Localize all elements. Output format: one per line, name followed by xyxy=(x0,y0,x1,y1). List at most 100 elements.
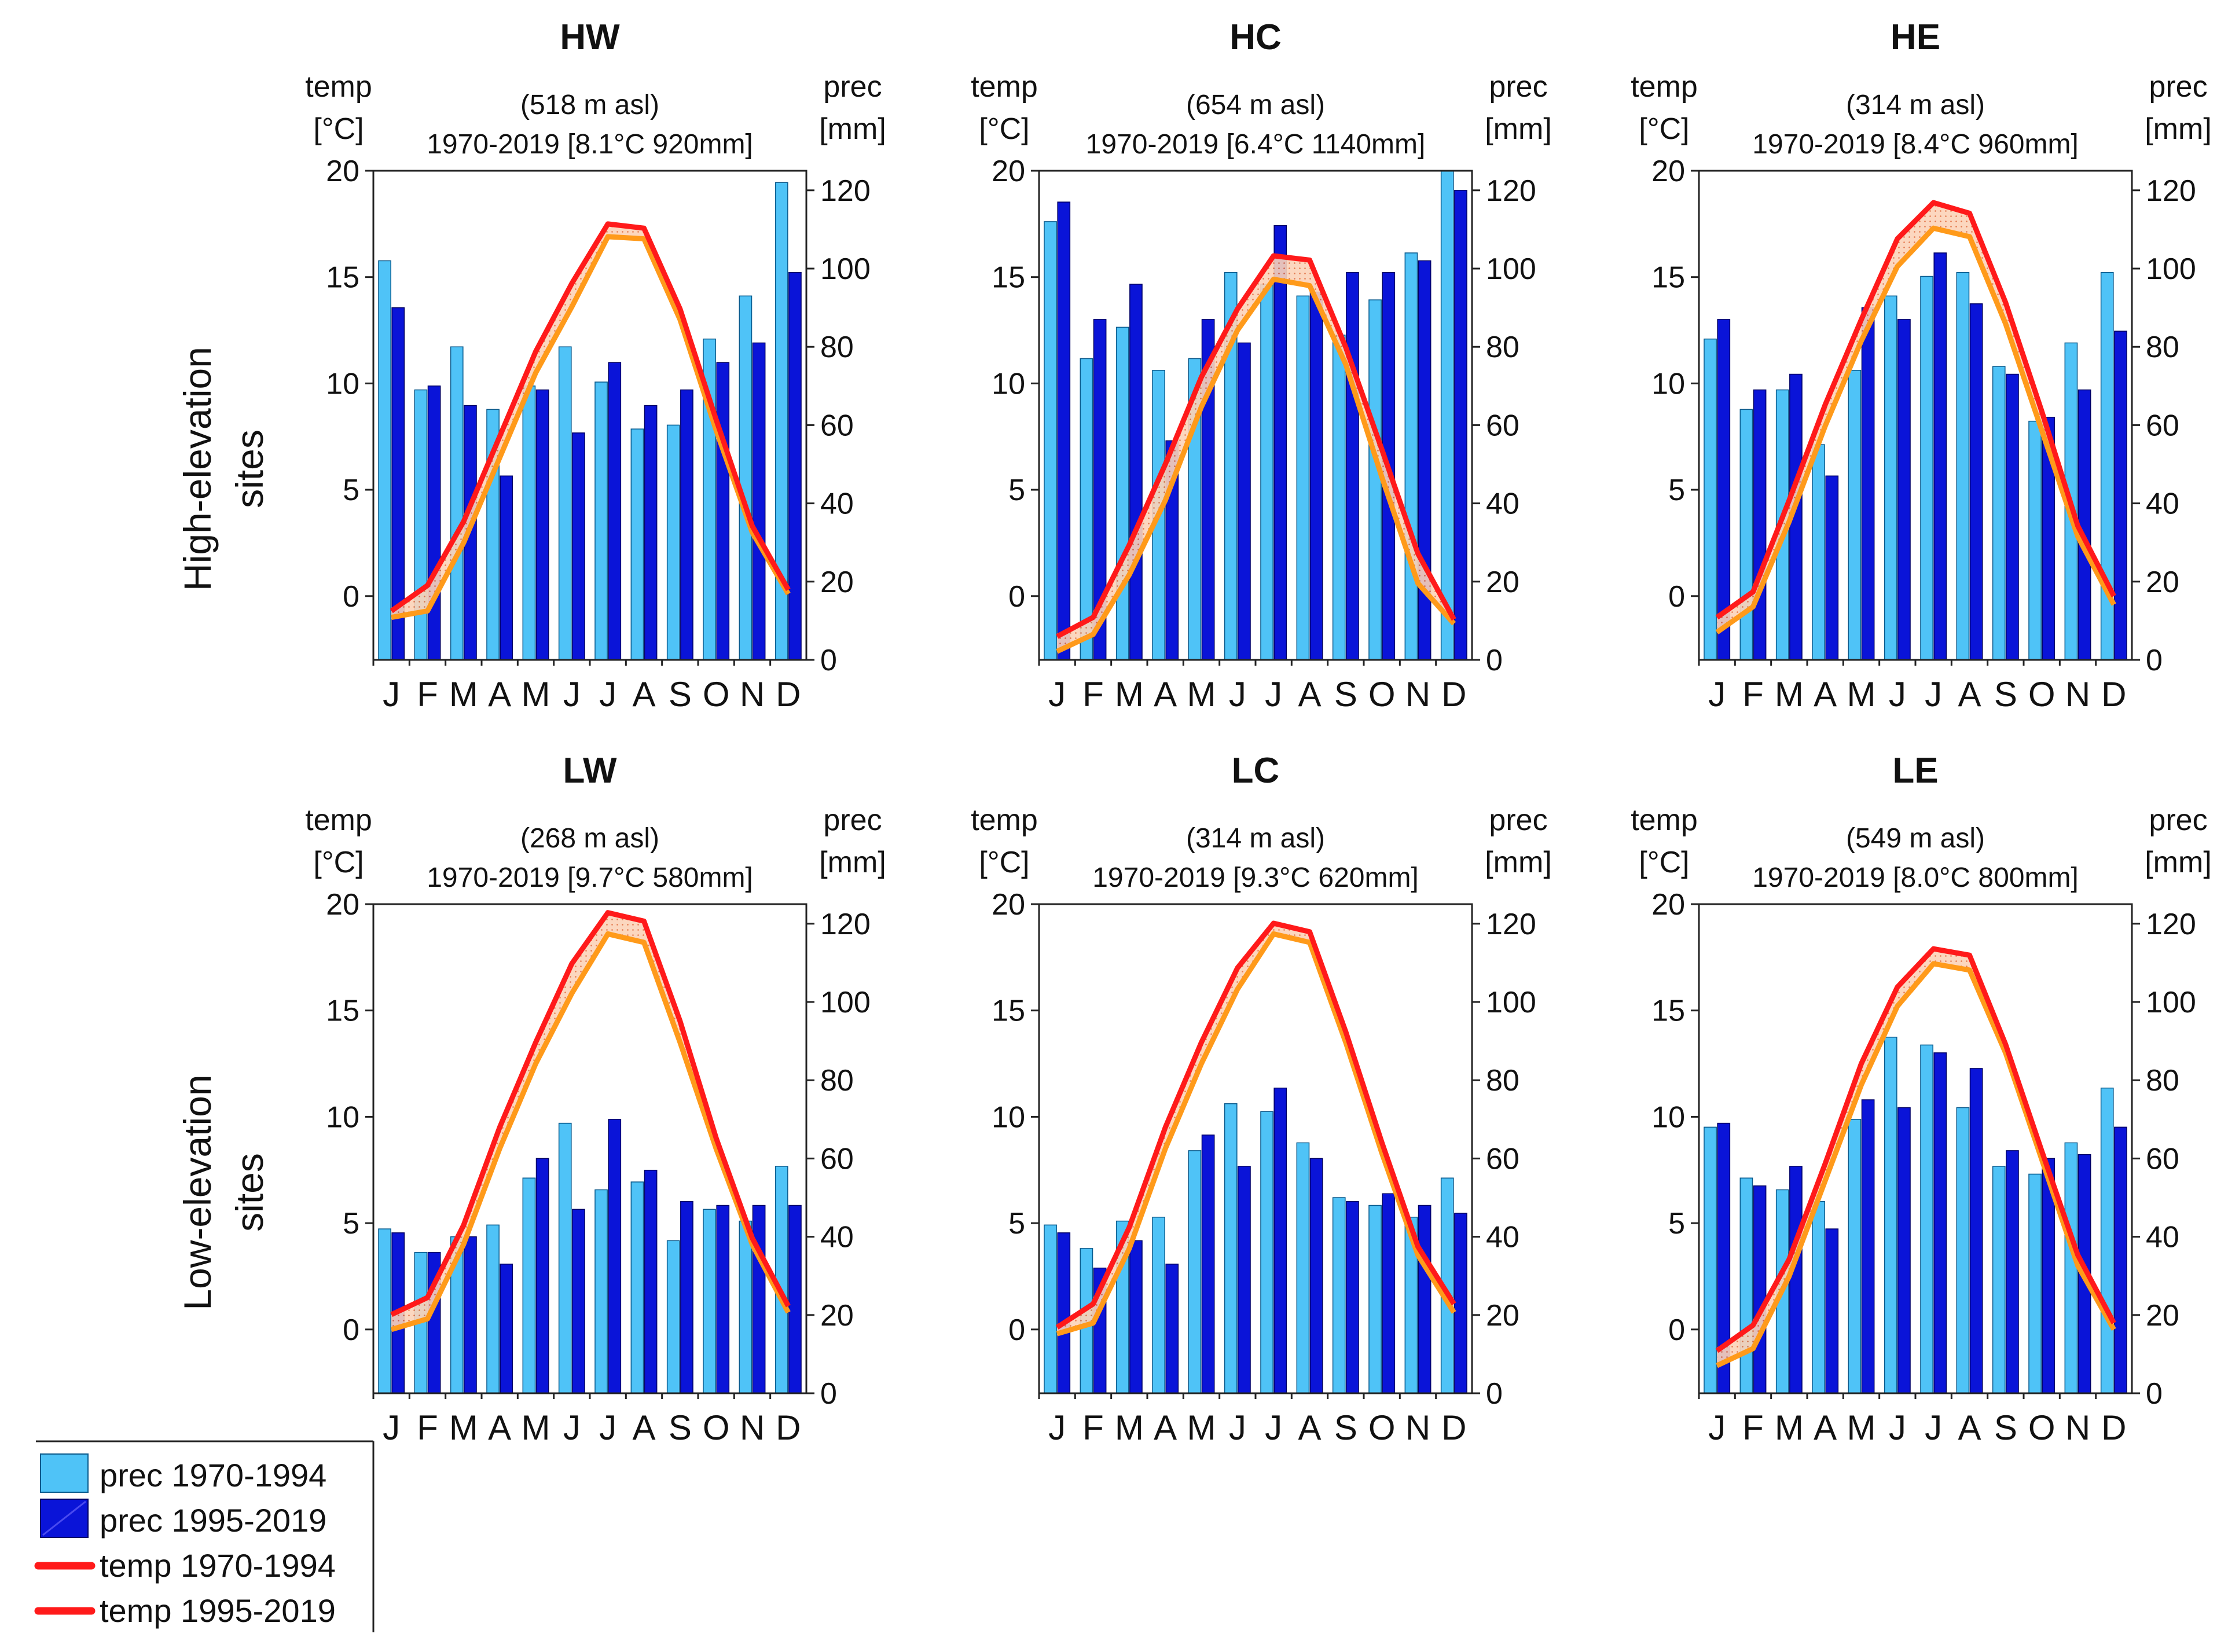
month-label-hw: J xyxy=(563,675,581,714)
bar-prec-1995-2019-lw xyxy=(680,1201,693,1394)
bar-prec-1995-2019-hw xyxy=(752,342,766,660)
tick-label-prec-le: 120 xyxy=(2146,908,2196,941)
tick-label-prec-hw: 100 xyxy=(820,252,871,286)
bar-prec-1970-1994-hw xyxy=(594,381,608,660)
month-label-lc: D xyxy=(1441,1408,1466,1447)
axis-label-prec-le: prec xyxy=(2149,803,2207,837)
tick-label-prec-lw: 120 xyxy=(820,908,871,941)
month-label-he: A xyxy=(1958,675,1981,714)
chart-panel-le: LE (549 m asl) 1970-2019 [8.0°C 800mm] temp… xyxy=(1631,751,2212,1447)
tick-label-prec-lc: 60 xyxy=(1486,1142,1519,1176)
month-label-hc: S xyxy=(1334,675,1357,714)
legend-label-prec-late: prec 1995-2019 xyxy=(100,1502,326,1539)
tick-label-prec-he: 40 xyxy=(2146,487,2179,521)
axis-unit-temp-he: [°C] xyxy=(1639,112,1689,146)
bar-prec-1995-2019-hw xyxy=(500,475,513,660)
month-label-lw: A xyxy=(488,1408,511,1447)
line-temp-1995-2019-he xyxy=(1715,200,2116,620)
bar-prec-1995-2019-lw xyxy=(644,1169,658,1394)
row-label-low-line1: Low-elevation xyxy=(176,1074,219,1310)
axis-label-temp-le: temp xyxy=(1631,803,1698,837)
month-label-le: J xyxy=(1925,1408,1942,1447)
tick-label-temp-le: 10 xyxy=(1651,1100,1685,1134)
tick-label-prec-hc: 80 xyxy=(1486,331,1519,364)
legend-swatch-hatch xyxy=(42,1500,86,1536)
month-label-le: A xyxy=(1958,1408,1981,1447)
month-label-hw: M xyxy=(522,675,550,714)
month-label-lc: F xyxy=(1082,1408,1104,1447)
bar-prec-1970-1994-le xyxy=(1812,1201,1825,1394)
bar-prec-1995-2019-lw xyxy=(464,1236,477,1394)
tick-label-prec-lc: 80 xyxy=(1486,1064,1519,1097)
tick-label-prec-hw: 0 xyxy=(820,644,837,677)
tick-label-prec-lc: 100 xyxy=(1486,986,1536,1019)
tick-label-temp-hc: 15 xyxy=(992,261,1025,295)
tick-label-prec-he: 0 xyxy=(2146,644,2163,677)
month-label-hc: F xyxy=(1082,675,1104,714)
bar-prec-1995-2019-hw xyxy=(680,389,693,660)
bar-prec-1970-1994-hw xyxy=(522,386,536,660)
bar-prec-1970-1994-hw xyxy=(666,424,680,660)
month-label-hw: N xyxy=(740,675,765,714)
bar-prec-1995-2019-he xyxy=(1861,307,1875,660)
tick-label-prec-le: 40 xyxy=(2146,1221,2179,1254)
tick-label-prec-lw: 0 xyxy=(820,1377,837,1411)
bar-prec-1995-2019-hc xyxy=(1238,342,1251,660)
tick-label-prec-lw: 20 xyxy=(820,1299,854,1332)
bar-prec-1995-2019-he xyxy=(2114,331,2127,660)
tick-label-prec-lw: 40 xyxy=(820,1221,854,1254)
legend-label-temp-early: temp 1970-1994 xyxy=(100,1547,336,1584)
chart-panel-he: HE (314 m asl) 1970-2019 [8.4°C 960mm] temp… xyxy=(1631,17,2212,714)
chart-panel-lc: LC (314 m asl) 1970-2019 [9.3°C 620mm] temp… xyxy=(971,751,1552,1447)
bar-prec-1970-1994-he xyxy=(1739,409,1753,660)
bar-prec-1970-1994-lc xyxy=(1224,1103,1238,1394)
tick-label-prec-hc: 60 xyxy=(1486,409,1519,442)
axis-unit-prec-le: [mm] xyxy=(2145,846,2212,879)
month-label-lc: A xyxy=(1298,1408,1321,1447)
tick-label-prec-le: 80 xyxy=(2146,1064,2179,1097)
tick-label-prec-hw: 40 xyxy=(820,487,854,521)
bar-prec-1970-1994-lc xyxy=(1260,1111,1273,1394)
month-label-le: F xyxy=(1742,1408,1764,1447)
tick-label-temp-lw: 0 xyxy=(343,1313,359,1347)
bar-prec-1995-2019-le xyxy=(1861,1099,1875,1394)
month-label-hc: A xyxy=(1298,675,1321,714)
bar-prec-1995-2019-lw xyxy=(716,1205,730,1394)
bar-prec-1995-2019-hc xyxy=(1346,272,1359,660)
tick-label-temp-hw: 15 xyxy=(326,261,359,295)
tick-label-temp-hw: 0 xyxy=(343,580,359,614)
panel-elevation-hc: (654 m asl) xyxy=(1186,90,1325,120)
row-label-low: Low-elevation sites xyxy=(176,1074,271,1310)
month-label-lw: J xyxy=(563,1408,581,1447)
panel-summary-lc: 1970-2019 [9.3°C 620mm] xyxy=(1092,862,1419,893)
bar-prec-1995-2019-lw xyxy=(500,1264,513,1394)
month-label-le: M xyxy=(1847,1408,1876,1447)
line-temp-1995-2019-lc xyxy=(1055,920,1456,1330)
bar-prec-1995-2019-lc xyxy=(1346,1201,1359,1394)
month-label-lw: N xyxy=(740,1408,765,1447)
bar-prec-1995-2019-he xyxy=(2006,373,2019,660)
month-label-hw: M xyxy=(449,675,478,714)
bar-prec-1995-2019-le xyxy=(2006,1150,2019,1394)
bar-prec-1995-2019-hc xyxy=(1418,260,1432,660)
month-label-he: J xyxy=(1889,675,1906,714)
bar-prec-1970-1994-hc xyxy=(1080,358,1093,660)
axis-unit-prec-lc: [mm] xyxy=(1485,846,1552,879)
bar-prec-1970-1994-lw xyxy=(630,1181,644,1394)
bar-prec-1970-1994-le xyxy=(2100,1087,2114,1394)
bar-prec-1995-2019-hw xyxy=(535,389,549,660)
line-temp-1970-1994-hc xyxy=(1056,276,1456,654)
chart-panel-lw: LW (268 m asl) 1970-2019 [9.7°C 580mm] temp… xyxy=(305,751,886,1447)
legend-item-prec-late: prec 1995-2019 xyxy=(40,1499,326,1539)
tick-label-temp-le: 15 xyxy=(1651,994,1685,1028)
tick-label-temp-he: 5 xyxy=(1668,473,1685,507)
bar-prec-1970-1994-lw xyxy=(739,1220,753,1394)
tick-label-temp-hc: 10 xyxy=(992,367,1025,401)
month-label-he: N xyxy=(2065,675,2090,714)
tick-label-prec-he: 80 xyxy=(2146,331,2179,364)
bar-prec-1995-2019-hw xyxy=(644,405,658,660)
axis-unit-prec-hc: [mm] xyxy=(1485,112,1552,146)
tick-label-prec-hc: 0 xyxy=(1486,644,1503,677)
month-label-hc: M xyxy=(1187,675,1216,714)
bar-prec-1970-1994-hc xyxy=(1115,326,1129,660)
